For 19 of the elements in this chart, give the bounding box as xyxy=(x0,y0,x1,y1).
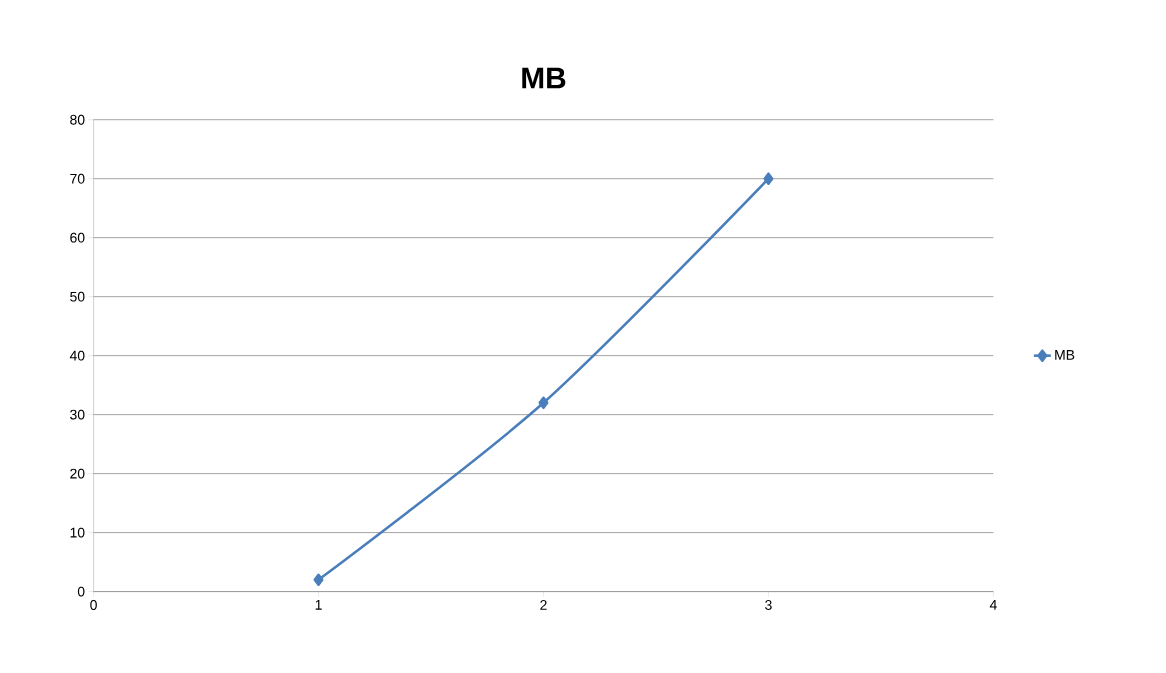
point xyxy=(313,573,324,586)
y-tick-label: 50 xyxy=(70,291,85,302)
y-tick-label: 70 xyxy=(70,173,85,184)
point xyxy=(763,172,774,185)
chart-title: MB xyxy=(522,67,566,89)
legend-label: MB xyxy=(1055,349,1075,360)
x-tick-label: 2 xyxy=(540,599,547,610)
y-tick-label: 10 xyxy=(70,527,85,538)
y-tick-label: 60 xyxy=(70,232,85,243)
x-tick-label: 0 xyxy=(90,599,97,610)
y-tick-label: 20 xyxy=(70,468,85,479)
y-tick-label: 0 xyxy=(77,586,85,597)
x-tick-label: 3 xyxy=(765,599,772,610)
y-tick-label: 40 xyxy=(69,350,85,361)
x-tick-label: 1 xyxy=(315,599,322,610)
point xyxy=(538,396,549,409)
y-tick-label: 80 xyxy=(70,114,85,125)
x-tick-label: 4 xyxy=(989,599,997,610)
y-tick-label: 30 xyxy=(70,409,85,420)
